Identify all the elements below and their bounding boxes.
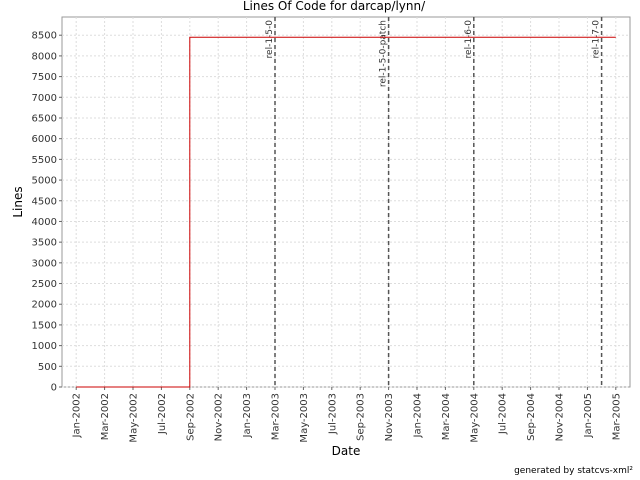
y-tick-label: 8500 [32, 31, 57, 42]
x-tick-label: Sep-2002 [185, 393, 196, 441]
x-tick-label: May-2002 [129, 393, 140, 443]
y-tick-label: 8000 [32, 51, 57, 62]
x-tick-label: Jul-2004 [498, 393, 509, 435]
x-tick-label: Jan-2004 [413, 393, 424, 438]
x-tick-label: Jan-2003 [242, 393, 253, 438]
footer: generated by statcvs-xml² [514, 466, 633, 476]
y-tick-label: 2000 [32, 300, 57, 311]
release-label: rel-1-7-0 [592, 20, 602, 59]
y-tick-label: 3500 [32, 238, 57, 249]
x-axis-title: Date [332, 444, 361, 458]
x-tick-label: Sep-2004 [526, 393, 537, 441]
y-tick-label: 4500 [32, 196, 57, 207]
x-tick-label: Jul-2003 [327, 393, 338, 435]
y-tick-label: 0 [51, 383, 57, 394]
release-label: rel-1-5-0-patch [379, 20, 389, 87]
release-label: rel-1-6-0 [464, 20, 474, 59]
y-tick-label: 500 [38, 362, 57, 373]
x-tick-label: Nov-2003 [384, 393, 395, 441]
x-tick-label: Mar-2005 [611, 393, 622, 440]
y-tick-label: 4000 [32, 217, 57, 228]
series-line [76, 36, 616, 388]
x-tick-label: Jul-2002 [157, 393, 168, 435]
x-tick-label: May-2003 [299, 393, 310, 443]
plot-area [61, 16, 631, 388]
x-tick-label: Sep-2003 [356, 393, 367, 441]
y-tick-label: 6500 [32, 113, 57, 124]
y-tick-label: 1500 [32, 320, 57, 331]
y-tick-label: 7000 [32, 93, 57, 104]
x-tick-label: Mar-2002 [100, 393, 111, 440]
x-tick-label: Jan-2002 [72, 393, 83, 438]
y-tick-label: 6000 [32, 134, 57, 145]
y-tick-label: 3000 [32, 258, 57, 269]
y-tick-label: 1000 [32, 341, 57, 352]
x-tick-label: Mar-2003 [271, 393, 282, 440]
chart-title: Lines Of Code for darcap/lynn/ [243, 0, 426, 13]
x-tick-label: Nov-2002 [214, 393, 225, 441]
y-tick-label: 7500 [32, 72, 57, 83]
release-label: rel-1-5-0 [265, 20, 275, 59]
y-tick-label: 2500 [32, 279, 57, 290]
x-tick-label: Nov-2004 [555, 393, 566, 441]
x-tick-label: Mar-2004 [441, 393, 452, 440]
x-tick-label: May-2004 [469, 393, 480, 443]
y-axis-title: Lines [11, 186, 25, 217]
x-tick-label: Jan-2005 [583, 393, 594, 438]
y-tick-label: 5500 [32, 155, 57, 166]
y-tick-label: 5000 [32, 176, 57, 187]
